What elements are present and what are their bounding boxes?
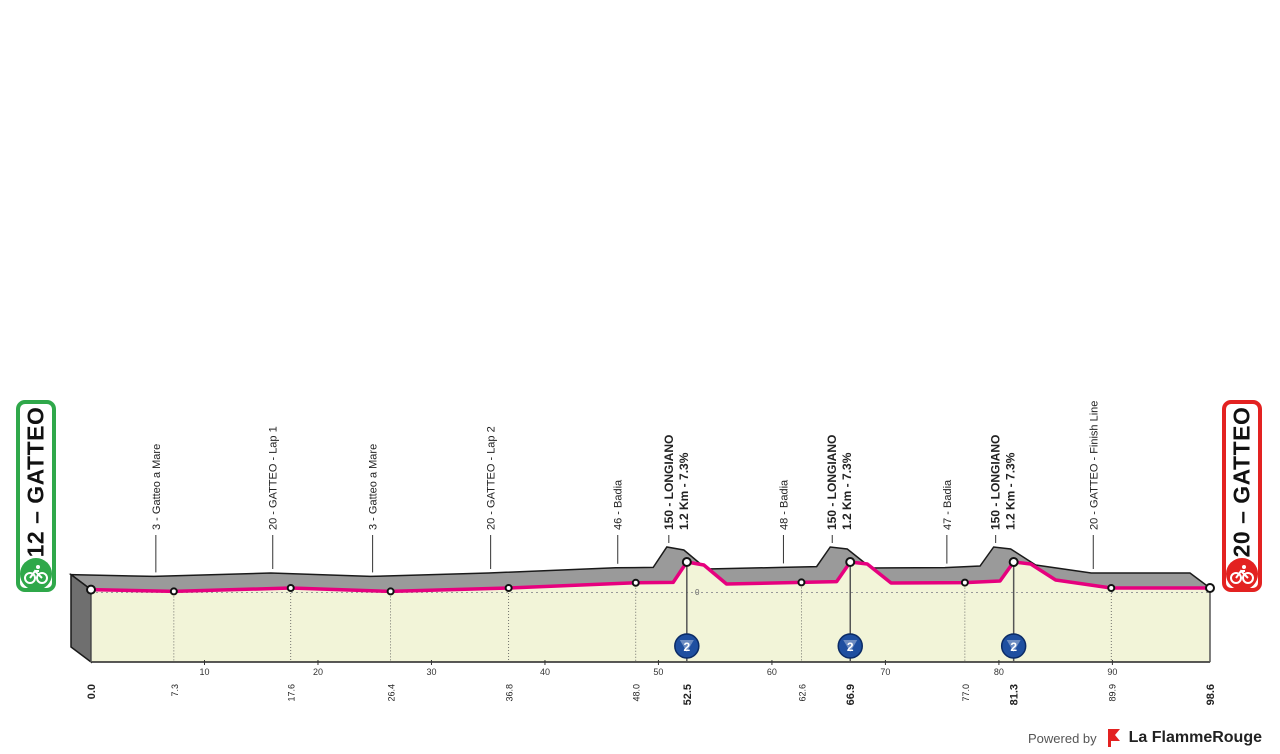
waypoint-dot — [960, 578, 969, 587]
brand-label: La FlammeRouge — [1128, 729, 1262, 746]
powered-by-label: Powered by — [1027, 730, 1097, 746]
x-tick-label: 60 — [767, 667, 777, 677]
waypoint-dot — [845, 557, 856, 567]
kom-badge — [837, 633, 863, 659]
waypoint-label: 48 - Badia — [778, 479, 790, 530]
waypoint-km-label: 48.0 — [632, 684, 642, 702]
kom-badge — [1000, 633, 1027, 659]
kom-badge — [674, 633, 700, 659]
start-label: 12 – GATTEO — [22, 406, 49, 558]
x-tick-label: 70 — [880, 667, 890, 677]
kom-triangle — [1006, 640, 1021, 652]
x-tick-label: 10 — [199, 667, 209, 677]
kom-triangle — [679, 640, 694, 652]
waypoint-dot — [1205, 583, 1215, 593]
road-line — [90, 560, 1210, 594]
waypoint-km-label: 36.8 — [505, 684, 515, 702]
waypoint-dot — [504, 584, 513, 592]
bicycle-icon — [1226, 558, 1258, 590]
waypoint-label: 20 - GATTEO - Lap 1 — [268, 426, 280, 530]
waypoint-km-label: 98.6 — [1205, 684, 1217, 705]
flag-icon — [1107, 729, 1120, 747]
waypoint-label: 46 - Badia — [613, 479, 625, 530]
waypoint-km-label: 89.9 — [1107, 684, 1117, 702]
waypoint-label: 3 - Gatteo a Mare — [151, 444, 163, 530]
waypoint-label: 47 - Badia — [942, 479, 954, 530]
x-tick-label: 80 — [994, 667, 1004, 677]
waypoint-label: 20 - GATTEO - Lap 2 — [486, 426, 498, 530]
finish-badge: 20 – GATTEO — [1222, 400, 1262, 592]
kom-label: 2 — [1010, 640, 1017, 654]
waypoint-km-label: 26.4 — [387, 684, 397, 702]
x-tick-label: 50 — [653, 667, 663, 677]
waypoint-dot — [1008, 557, 1019, 567]
waypoint-label-2: 1.2 Km - 7.3% — [840, 452, 854, 530]
kom-label: 2 — [847, 640, 854, 654]
waypoint-km-label: 62.6 — [797, 684, 807, 702]
waypoint-label: 150 - LONGIANO — [662, 435, 676, 530]
waypoint-dot — [286, 584, 295, 592]
x-tick-label: 90 — [1107, 667, 1117, 677]
waypoint-label: 20 - GATTEO - Finish Line — [1088, 401, 1100, 530]
waypoint-dot — [681, 557, 692, 567]
waypoint-dot — [169, 587, 178, 596]
x-tick-label: 40 — [540, 667, 550, 677]
waypoint-km-label: 7.3 — [170, 684, 180, 697]
waypoint-label: 3 - Gatteo a Mare — [368, 444, 380, 530]
waypoint-label-2: 1.2 Km - 7.3% — [1004, 452, 1018, 530]
x-tick-label: 20 — [313, 667, 323, 677]
waypoint-label-2: 1.2 Km - 7.3% — [677, 452, 691, 530]
powered-by: Powered by La FlammeRouge — [1028, 728, 1262, 748]
waypoint-km-label: 66.9 — [845, 684, 857, 705]
bicycle-icon — [20, 558, 52, 590]
waypoint-dot — [1107, 584, 1116, 592]
waypoint-dot — [631, 578, 640, 587]
waypoint-label: 150 - LONGIANO — [825, 435, 839, 530]
waypoint-label: 150 - LONGIANO — [989, 435, 1003, 530]
kom-triangle — [843, 640, 858, 652]
x-tick-label: 30 — [426, 667, 436, 677]
start-badge: 12 – GATTEO — [16, 400, 56, 592]
waypoint-km-label: 77.0 — [961, 684, 971, 702]
waypoint-dot — [797, 578, 806, 587]
waypoint-km-label: 0.0 — [86, 684, 98, 699]
finish-label: 20 – GATTEO — [1228, 406, 1255, 558]
waypoint-dot — [386, 587, 395, 596]
waypoint-km-label: 52.5 — [682, 684, 694, 705]
kom-label: 2 — [683, 640, 690, 654]
waypoint-dot — [86, 584, 96, 595]
waypoint-km-label: 17.6 — [287, 684, 297, 702]
zero-label: 0 — [695, 588, 700, 597]
waypoint-km-label: 81.3 — [1009, 684, 1021, 705]
